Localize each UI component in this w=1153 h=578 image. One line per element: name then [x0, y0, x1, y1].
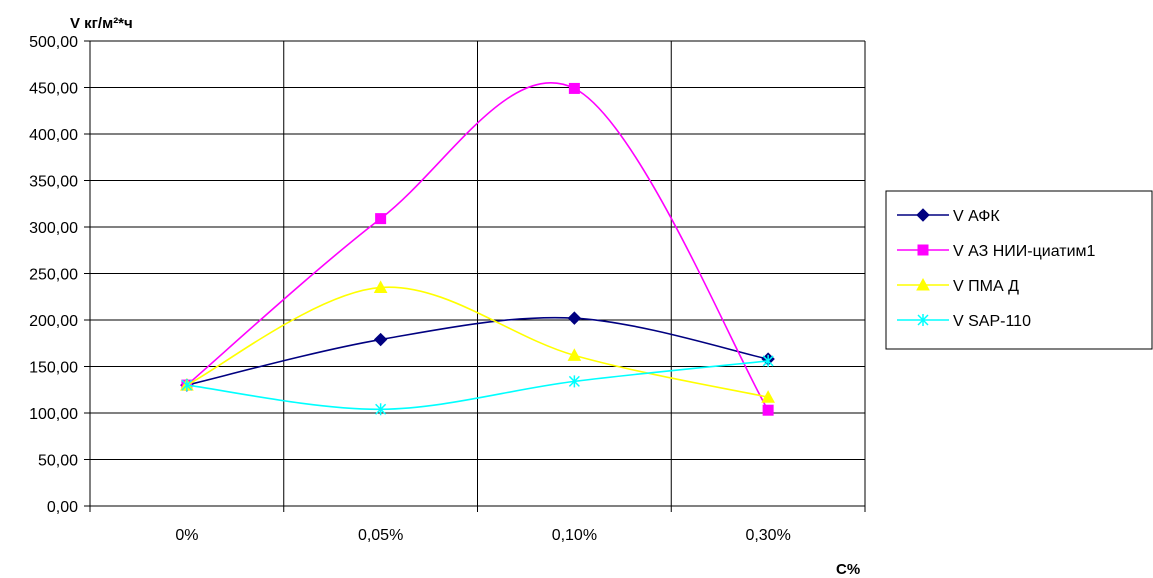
series-3	[180, 280, 775, 403]
series-line	[186, 316, 769, 386]
y-tick-label: 450,00	[29, 81, 78, 98]
data-point	[762, 354, 774, 367]
legend-label: V АФК	[953, 208, 1000, 225]
legend-box	[885, 190, 1153, 350]
data-point	[762, 404, 774, 416]
data-point	[567, 348, 582, 361]
legend-label: V SAP-110	[953, 313, 1031, 330]
x-tick-label: 0,10%	[552, 527, 597, 544]
legend-item: V АФК	[897, 208, 1000, 225]
data-point	[761, 390, 775, 403]
y-tick-label: 300,00	[29, 220, 78, 237]
legend-marker	[917, 244, 929, 256]
x-tick-label: 0,05%	[358, 527, 403, 544]
y-tick-label: 500,00	[29, 34, 78, 51]
legend: V АФК V АЗ НИИ-циатим1 V ПМА Д V SAP-110	[885, 190, 1153, 350]
x-tick-label: 0%	[175, 527, 198, 544]
data-point	[373, 280, 388, 293]
y-tick-label: 350,00	[29, 174, 78, 191]
legend-label: V ПМА Д	[953, 278, 1019, 295]
data-point	[181, 379, 193, 392]
legend-marker	[917, 314, 929, 326]
x-tick-label: 0,30%	[745, 527, 790, 544]
y-axis-title: V кг/м²*ч	[70, 15, 133, 32]
legend-marker	[916, 208, 930, 222]
data-point	[373, 332, 388, 347]
grid	[90, 40, 866, 506]
axes	[84, 40, 866, 512]
legend-label: V АЗ НИИ-циатим1	[953, 243, 1096, 260]
x-tick-labels: 0% 0,05% 0,10% 0,30%	[175, 527, 791, 544]
data-point	[568, 375, 580, 388]
data-point	[375, 213, 387, 225]
series-lines	[180, 82, 775, 416]
legend-item: V ПМА Д	[897, 277, 1019, 295]
y-tick-label: 0,00	[47, 499, 78, 516]
y-tick-label: 250,00	[29, 267, 78, 284]
data-point	[568, 82, 580, 94]
y-tick-label: 150,00	[29, 360, 78, 377]
series-line	[186, 82, 769, 411]
y-tick-label: 100,00	[29, 406, 78, 423]
data-point	[567, 311, 582, 325]
y-tick-label: 200,00	[29, 313, 78, 330]
data-point	[375, 403, 387, 416]
series-line	[186, 360, 769, 411]
legend-marker	[916, 277, 930, 291]
y-tick-label: 400,00	[29, 127, 78, 144]
legend-item: V АЗ НИИ-циатим1	[897, 243, 1096, 260]
y-tick-labels: 0,00 50,00 100,00 150,00 200,00 250,00 300,00 3…	[29, 34, 78, 516]
legend-item: V SAP-110	[897, 313, 1031, 330]
series-4	[181, 354, 774, 416]
y-tick-label: 50,00	[38, 453, 78, 470]
series-line	[186, 286, 769, 398]
x-axis-title: С%	[836, 561, 860, 578]
